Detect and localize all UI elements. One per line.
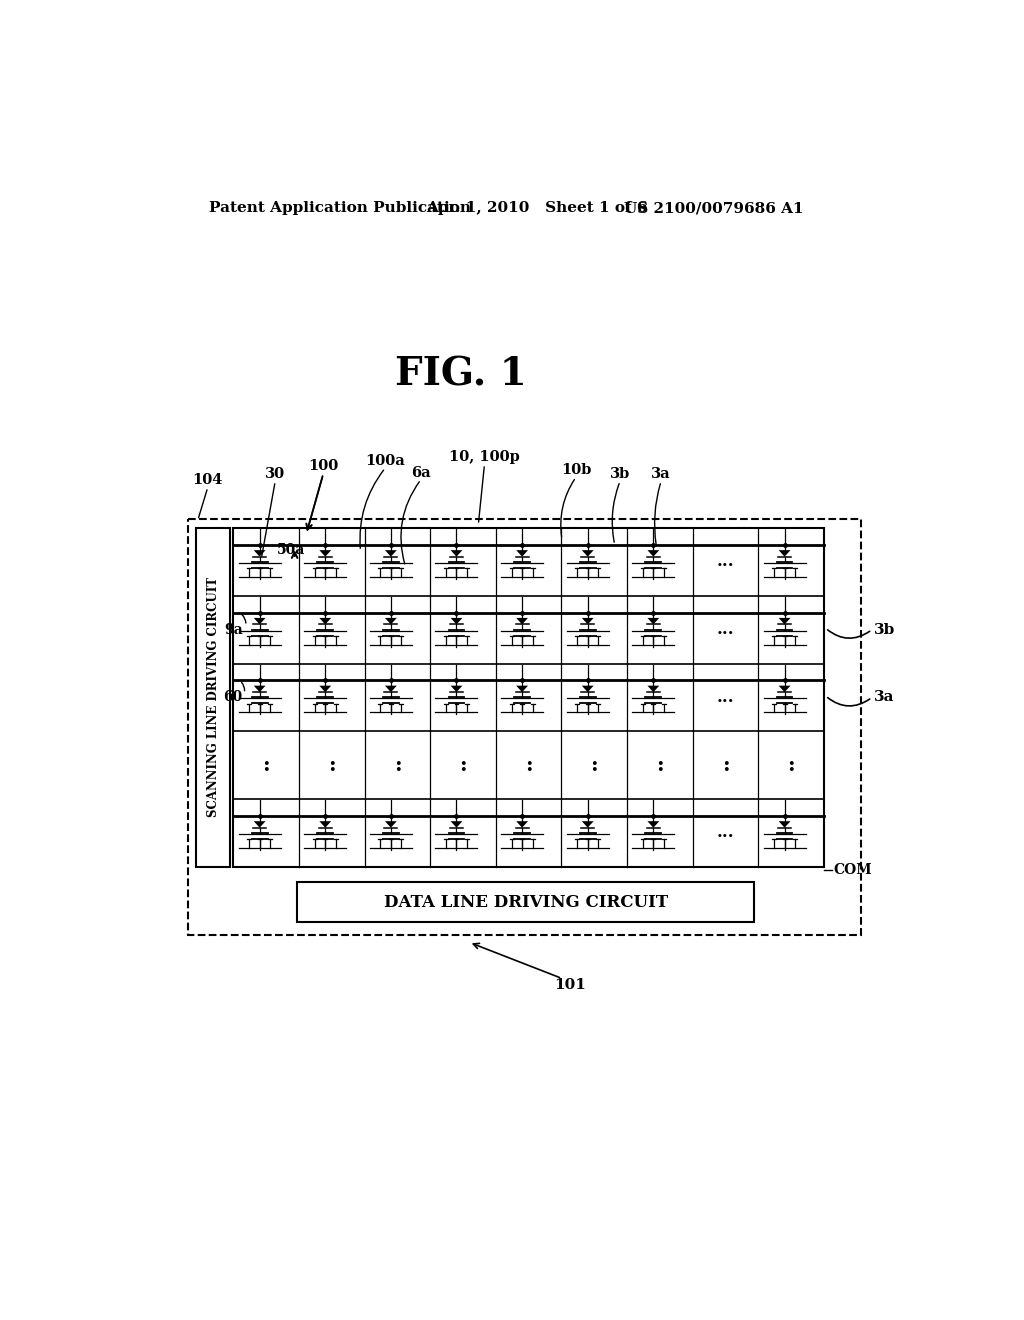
Text: 6a: 6a: [412, 466, 431, 479]
Text: US 2100/0079686 A1: US 2100/0079686 A1: [624, 202, 804, 215]
Polygon shape: [254, 618, 265, 624]
Polygon shape: [647, 550, 659, 557]
Text: 50a: 50a: [276, 543, 305, 557]
Polygon shape: [319, 618, 331, 624]
Polygon shape: [778, 618, 791, 624]
Text: ...: ...: [717, 622, 734, 638]
Polygon shape: [319, 685, 331, 692]
Text: 10, 100p: 10, 100p: [450, 450, 520, 465]
Bar: [197, 528, 230, 867]
Polygon shape: [778, 550, 791, 557]
Polygon shape: [778, 821, 791, 828]
Text: :: :: [459, 755, 467, 775]
Text: 3b: 3b: [610, 467, 630, 480]
Text: DATA LINE DRIVING CIRCUIT: DATA LINE DRIVING CIRCUIT: [384, 894, 668, 911]
Text: Patent Application Publication: Patent Application Publication: [209, 202, 471, 215]
Text: 3b: 3b: [874, 623, 896, 636]
Text: 60: 60: [223, 690, 243, 705]
Polygon shape: [254, 550, 265, 557]
Polygon shape: [385, 618, 396, 624]
Polygon shape: [516, 821, 528, 828]
Polygon shape: [582, 618, 594, 624]
Polygon shape: [319, 550, 331, 557]
Text: 9a: 9a: [224, 623, 243, 636]
Polygon shape: [254, 821, 265, 828]
Polygon shape: [451, 821, 463, 828]
Bar: [297, 882, 755, 923]
Text: :: :: [591, 755, 598, 775]
Polygon shape: [385, 821, 396, 828]
Text: FIG. 1: FIG. 1: [395, 355, 527, 393]
Text: :: :: [525, 755, 532, 775]
Text: 10b: 10b: [561, 463, 591, 478]
Bar: [188, 519, 861, 935]
Polygon shape: [647, 685, 659, 692]
Polygon shape: [582, 685, 594, 692]
Text: :: :: [262, 755, 270, 775]
Polygon shape: [516, 618, 528, 624]
Polygon shape: [451, 618, 463, 624]
Text: :: :: [328, 755, 336, 775]
Text: SCANNING LINE DRIVING CIRCUIT: SCANNING LINE DRIVING CIRCUIT: [207, 577, 220, 817]
Polygon shape: [647, 618, 659, 624]
Polygon shape: [516, 550, 528, 557]
Text: 30: 30: [265, 467, 286, 480]
Text: ...: ...: [717, 553, 734, 570]
Text: :: :: [722, 755, 729, 775]
Text: :: :: [393, 755, 401, 775]
Polygon shape: [582, 821, 594, 828]
Polygon shape: [319, 821, 331, 828]
Text: 104: 104: [193, 474, 223, 487]
Text: 3a: 3a: [651, 467, 671, 480]
Polygon shape: [516, 685, 528, 692]
Text: 100a: 100a: [366, 454, 406, 469]
Text: :: :: [656, 755, 664, 775]
Polygon shape: [582, 550, 594, 557]
Text: ...: ...: [717, 825, 734, 841]
Polygon shape: [647, 821, 659, 828]
Polygon shape: [385, 685, 396, 692]
Text: 101: 101: [554, 978, 586, 991]
Bar: [233, 528, 824, 867]
Polygon shape: [254, 685, 265, 692]
Polygon shape: [451, 550, 463, 557]
Polygon shape: [778, 685, 791, 692]
Polygon shape: [451, 685, 463, 692]
Text: Apr. 1, 2010   Sheet 1 of 6: Apr. 1, 2010 Sheet 1 of 6: [426, 202, 648, 215]
Text: :: :: [787, 755, 795, 775]
Polygon shape: [385, 550, 396, 557]
Text: 3a: 3a: [874, 690, 895, 705]
Text: 100: 100: [308, 459, 338, 474]
Text: ...: ...: [717, 689, 734, 706]
Text: COM: COM: [834, 863, 871, 876]
